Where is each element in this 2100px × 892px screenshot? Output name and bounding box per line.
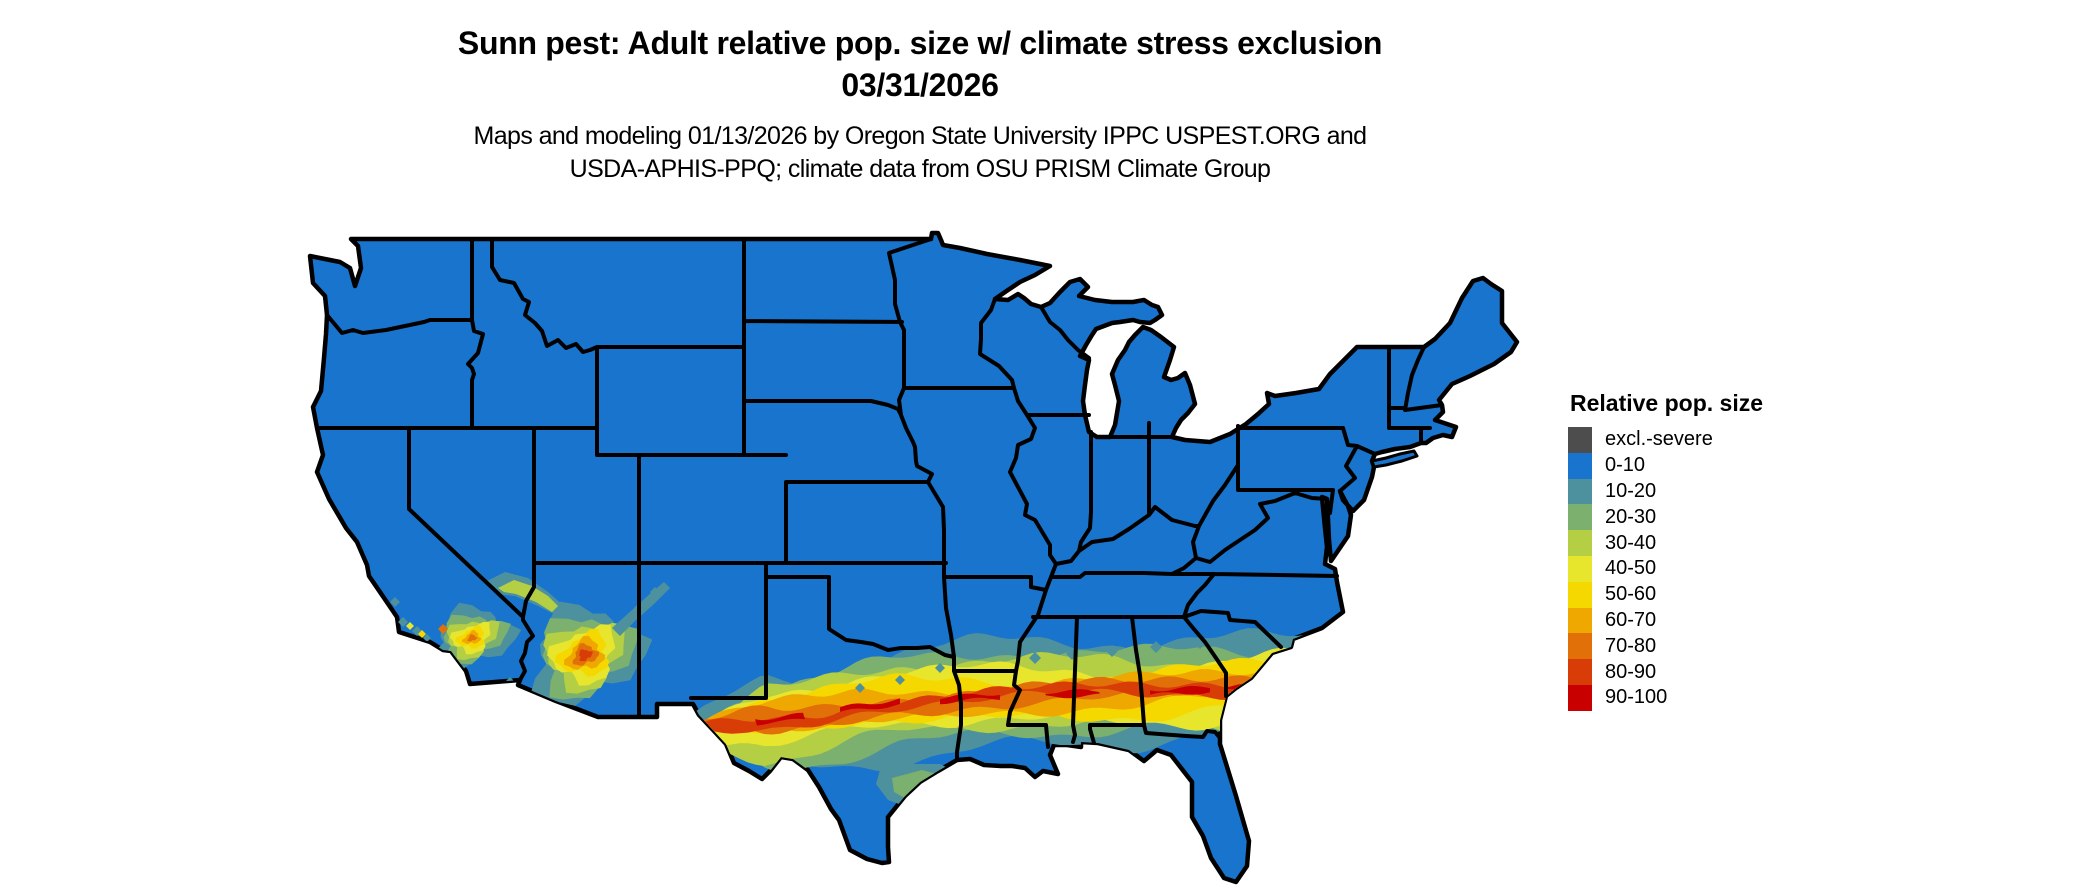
legend-swatch bbox=[1568, 659, 1592, 685]
legend-item: 10-20 bbox=[1568, 478, 1763, 505]
heat-region bbox=[1236, 889, 1244, 890]
legend-swatch bbox=[1568, 504, 1592, 531]
heat-region bbox=[438, 624, 448, 634]
legend-label: excl.-severe bbox=[1605, 428, 1713, 451]
heat-region bbox=[1249, 887, 1255, 890]
heat-region bbox=[1150, 641, 1162, 653]
map-subtitle: Maps and modeling 01/13/2026 by Oregon S… bbox=[220, 120, 1620, 186]
legend-swatch bbox=[1568, 607, 1592, 634]
heat-region bbox=[895, 675, 905, 685]
legend: Relative pop. size excl.-severe 0-10 10-20… bbox=[1568, 390, 1763, 711]
legend-item: 70-80 bbox=[1568, 633, 1763, 660]
map-subtitle-line2: USDA-APHIS-PPQ; climate data from OSU PR… bbox=[569, 155, 1271, 183]
legend-item: 60-70 bbox=[1568, 607, 1763, 634]
heat-region bbox=[579, 649, 593, 662]
legend-item: 20-30 bbox=[1568, 504, 1763, 531]
legend-swatch bbox=[1568, 581, 1592, 608]
heat-region bbox=[855, 683, 865, 693]
heat-region bbox=[1029, 652, 1041, 664]
heat-region bbox=[1106, 645, 1118, 657]
heat-region bbox=[755, 712, 805, 726]
us-map bbox=[307, 230, 1520, 890]
map-title-date: 03/31/2026 bbox=[841, 67, 999, 103]
legend-label: 60-70 bbox=[1605, 608, 1657, 631]
heat-region bbox=[1150, 685, 1210, 695]
legend-item: excl.-severe bbox=[1568, 427, 1763, 453]
legend-label: 20-30 bbox=[1605, 505, 1657, 528]
legend-swatch bbox=[1568, 427, 1592, 453]
legend-swatch bbox=[1568, 555, 1592, 582]
legend-label: 40-50 bbox=[1605, 557, 1657, 580]
legend-label: 70-80 bbox=[1605, 634, 1657, 657]
legend-label: 0-10 bbox=[1605, 454, 1646, 477]
heat-region bbox=[840, 698, 900, 712]
legend-swatch bbox=[1568, 530, 1592, 556]
heat-region bbox=[650, 587, 660, 597]
heat-region bbox=[390, 597, 400, 607]
legend-label: 90-100 bbox=[1605, 686, 1668, 709]
legend-item: 30-40 bbox=[1568, 530, 1763, 556]
legend-item: 50-60 bbox=[1568, 581, 1763, 608]
legend-label: 50-60 bbox=[1605, 583, 1657, 606]
heat-region bbox=[935, 663, 945, 673]
legend-label: 10-20 bbox=[1605, 479, 1657, 502]
legend-item: 40-50 bbox=[1568, 555, 1763, 582]
relative-pop-heat-layers bbox=[390, 572, 1308, 890]
legend-item: 90-100 bbox=[1568, 684, 1763, 711]
legend-item: 0-10 bbox=[1568, 452, 1763, 479]
long-island bbox=[1370, 449, 1419, 469]
legend-item: 80-90 bbox=[1568, 659, 1763, 685]
map-subtitle-line1: Maps and modeling 01/13/2026 by Oregon S… bbox=[473, 122, 1368, 150]
legend-swatch bbox=[1568, 478, 1592, 505]
heat-region bbox=[688, 681, 1308, 734]
map-title: Sunn pest: Adult relative pop. size w/ c… bbox=[220, 22, 1620, 106]
heat-region bbox=[398, 617, 408, 627]
heat-region bbox=[467, 634, 478, 642]
legend-label: 30-40 bbox=[1605, 531, 1657, 554]
legend-swatch bbox=[1568, 452, 1592, 479]
legend-items: excl.-severe 0-10 10-20 20-30 30-40 40-50 50-6… bbox=[1568, 427, 1763, 711]
heat-region bbox=[423, 634, 431, 642]
heat-region bbox=[418, 630, 426, 638]
heat-region bbox=[406, 622, 414, 630]
legend-title: Relative pop. size bbox=[1570, 390, 1764, 416]
heat-region bbox=[940, 693, 1000, 705]
state-borders bbox=[315, 237, 1444, 762]
heat-region bbox=[526, 694, 538, 706]
legend-label: 80-90 bbox=[1605, 660, 1657, 683]
legend-swatch bbox=[1568, 684, 1592, 711]
map-title-line1: Sunn pest: Adult relative pop. size w/ c… bbox=[457, 25, 1383, 61]
heat-region bbox=[1224, 886, 1232, 890]
legend-swatch bbox=[1568, 633, 1592, 660]
